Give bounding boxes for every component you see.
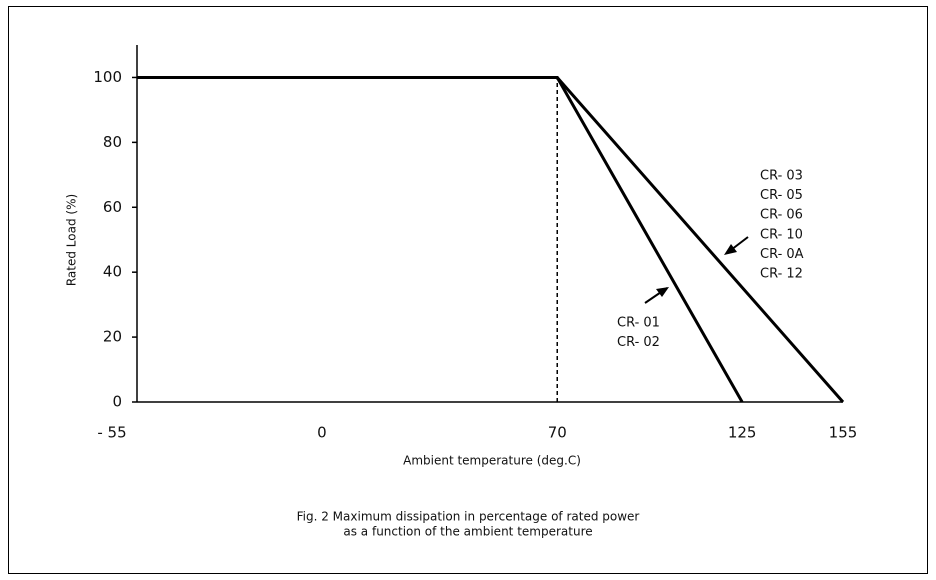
line-label: CR- 05: [760, 188, 803, 203]
line-label: CR- 06: [760, 208, 803, 223]
x-tick-label: 0: [317, 424, 327, 442]
line-label: CR- 12: [760, 267, 803, 282]
line-label: CR- 0A: [760, 247, 804, 262]
line-label: CR- 02: [617, 335, 660, 350]
frame: [8, 6, 928, 574]
y-axis-label: Rated Load (%): [65, 194, 79, 286]
x-tick-label: 155: [829, 424, 858, 442]
caption: as a function of the ambient temperature: [343, 525, 592, 539]
y-tick-label: 40: [103, 263, 122, 281]
line-label: CR- 01: [617, 316, 660, 331]
line-label: CR- 03: [760, 169, 803, 184]
y-tick-label: 0: [112, 393, 122, 411]
caption: Fig. 2 Maximum dissipation in percentage…: [297, 510, 640, 524]
x-tick-label: 125: [728, 424, 757, 442]
x-tick-label: - 55: [97, 424, 126, 442]
x-axis-label: Ambient temperature (deg.C): [403, 454, 581, 468]
arrow: [644, 287, 669, 304]
derating-line: [137, 75, 744, 403]
line-label: CR- 10: [760, 227, 803, 242]
derating-line: [137, 75, 845, 403]
arrow: [724, 236, 749, 255]
y-tick-label: 20: [103, 328, 122, 346]
x-tick-label: 70: [548, 424, 567, 442]
y-tick-label: 100: [93, 68, 122, 86]
y-tick-label: 60: [103, 198, 122, 216]
y-tick-label: 80: [103, 133, 122, 151]
